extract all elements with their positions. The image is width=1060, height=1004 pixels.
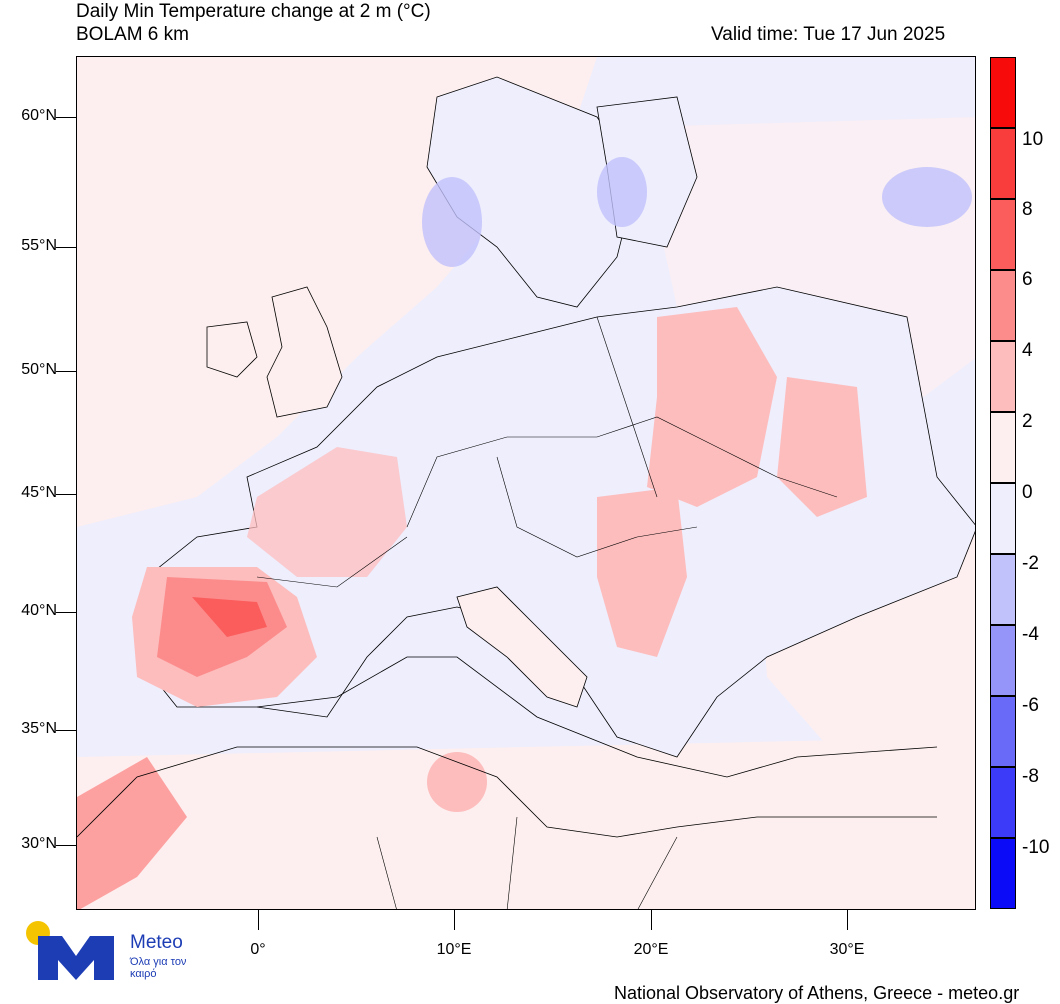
lat-tick: [56, 845, 76, 846]
colorbar-segment: [990, 199, 1016, 270]
colorbar-label: -6: [1022, 695, 1039, 716]
colorbar-segment: [990, 57, 1016, 128]
lon-tick: [258, 910, 259, 930]
logo-tagline: Όλα για τον καιρό: [130, 956, 187, 980]
meteo-m-icon: [26, 921, 114, 980]
colorbar-segment: [990, 412, 1016, 483]
map-panel[interactable]: [76, 56, 976, 910]
lat-label-45n: 45°N: [21, 484, 57, 501]
lat-tick: [56, 117, 76, 118]
colorbar-segment: [990, 767, 1016, 838]
colorbar-label: -10: [1022, 837, 1050, 858]
colorbar-label: 10: [1022, 129, 1044, 150]
lat-label-30n: 30°N: [21, 835, 57, 852]
colorbar-segment: [990, 696, 1016, 767]
colorbar-segment: [990, 270, 1016, 341]
lat-label-40n: 40°N: [21, 602, 57, 619]
colorbar-segment: [990, 625, 1016, 696]
colorbar-label: 2: [1022, 411, 1033, 432]
lon-label-0: 0°: [250, 941, 266, 958]
colorbar-segment: [990, 483, 1016, 554]
colorbar-label: -8: [1022, 766, 1039, 787]
colorbar-segment: [990, 838, 1016, 909]
colorbar-label: 0: [1022, 482, 1033, 503]
colorbar-label: 4: [1022, 340, 1033, 361]
lat-label-35n: 35°N: [21, 720, 57, 737]
colorbar-segment: [990, 128, 1016, 199]
lat-label-60n: 60°N: [21, 107, 57, 124]
lat-tick: [56, 247, 76, 248]
lon-tick: [847, 910, 848, 930]
lon-label-10e: 10°E: [436, 941, 472, 958]
colorbar-label: 8: [1022, 199, 1033, 220]
lon-label-30e: 30°E: [829, 941, 865, 958]
colorbar-label: -4: [1022, 624, 1039, 645]
lat-tick: [56, 494, 76, 495]
map-title: Daily Min Temperature change at 2 m (°C)…: [76, 0, 431, 46]
colorbar-segment: [990, 554, 1016, 625]
valid-time: Valid time: Tue 17 Jun 2025: [711, 24, 946, 45]
lat-tick: [56, 371, 76, 372]
title-line-2: BOLAM 6 km: [76, 24, 189, 45]
meteo-logo[interactable]: Meteo Όλα για τον καιρό: [24, 918, 204, 984]
footer-credit: National Observatory of Athens, Greece -…: [614, 983, 1020, 1003]
lat-label-55n: 55°N: [21, 237, 57, 254]
lat-tick: [56, 730, 76, 731]
lon-tick: [651, 910, 652, 930]
lon-tick: [454, 910, 455, 930]
colorbar-label: -2: [1022, 553, 1039, 574]
map-canvas: [77, 57, 975, 909]
logo-name: Meteo: [130, 932, 183, 953]
colorbar-segment: [990, 341, 1016, 412]
lon-label-20e: 20°E: [633, 941, 669, 958]
title-line-1: Daily Min Temperature change at 2 m (°C): [76, 1, 431, 22]
lat-tick: [56, 612, 76, 613]
lat-label-50n: 50°N: [21, 361, 57, 378]
colorbar-label: 6: [1022, 269, 1033, 290]
